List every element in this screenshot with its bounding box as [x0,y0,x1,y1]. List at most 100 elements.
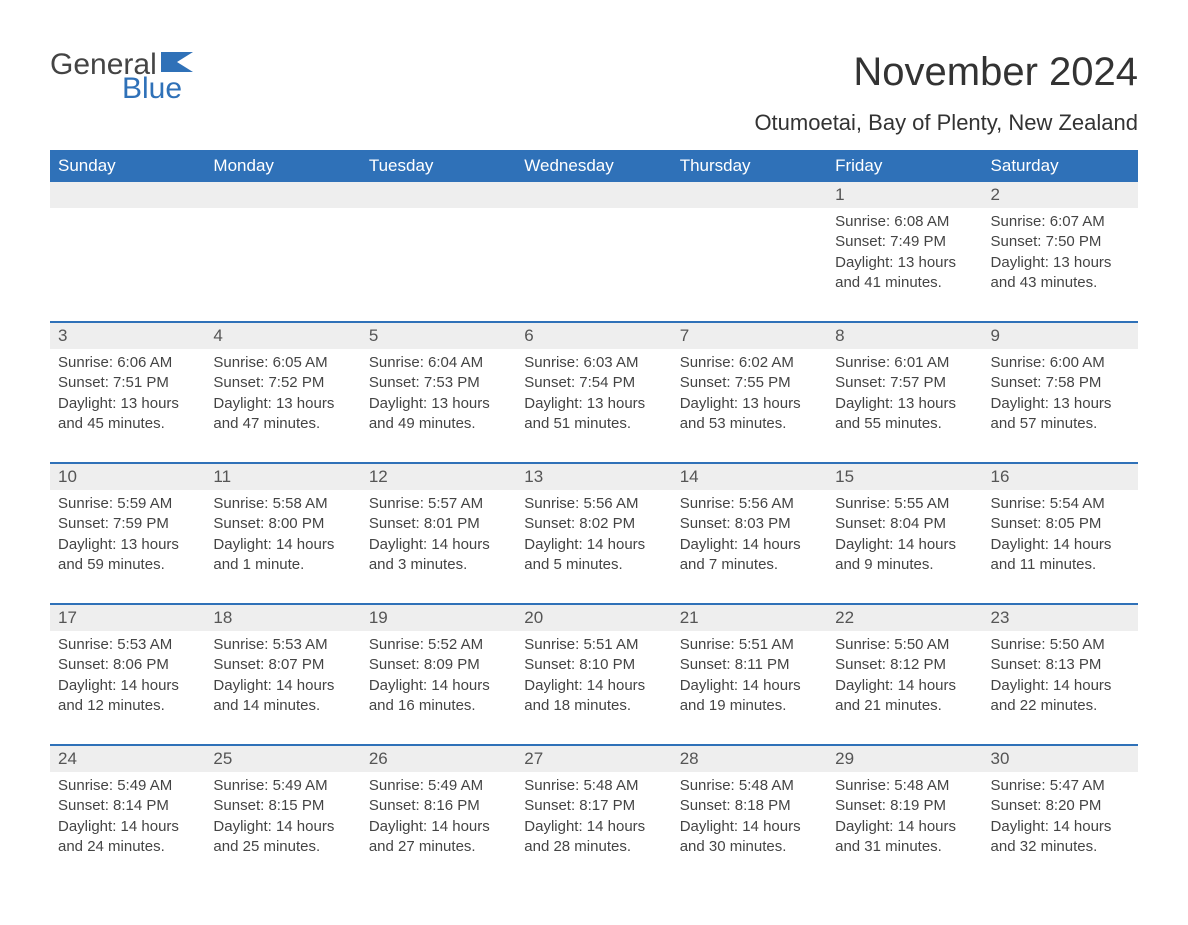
sunrise-text: Sunrise: 5:49 AM [369,776,508,796]
sunrise-text: Sunrise: 6:08 AM [835,212,974,232]
sunrise-text: Sunrise: 6:02 AM [680,353,819,373]
day-content-cell: Sunrise: 5:47 AMSunset: 8:20 PMDaylight:… [983,772,1138,885]
day-content [516,208,671,308]
day-content-cell: Sunrise: 5:56 AMSunset: 8:02 PMDaylight:… [516,490,671,604]
daylight-text: Daylight: 13 hours and 45 minutes. [58,394,197,435]
day-content-cell [672,208,827,322]
sunrise-text: Sunrise: 5:57 AM [369,494,508,514]
day-content: Sunrise: 5:49 AMSunset: 8:15 PMDaylight:… [205,772,360,885]
day-content: Sunrise: 5:58 AMSunset: 8:00 PMDaylight:… [205,490,360,603]
sunset-text: Sunset: 8:11 PM [680,655,819,675]
day-number-cell [361,182,516,208]
day-content: Sunrise: 5:54 AMSunset: 8:05 PMDaylight:… [983,490,1138,603]
calendar-table: Sunday Monday Tuesday Wednesday Thursday… [50,150,1138,885]
day-content: Sunrise: 6:08 AMSunset: 7:49 PMDaylight:… [827,208,982,321]
daylight-text: Daylight: 13 hours and 59 minutes. [58,535,197,576]
day-content-cell: Sunrise: 6:02 AMSunset: 7:55 PMDaylight:… [672,349,827,463]
day-number: 3 [50,323,205,349]
day-content: Sunrise: 5:56 AMSunset: 8:03 PMDaylight:… [672,490,827,603]
daylight-text: Daylight: 13 hours and 43 minutes. [991,253,1130,294]
sunrise-text: Sunrise: 6:06 AM [58,353,197,373]
day-content-cell [50,208,205,322]
day-content-cell: Sunrise: 5:48 AMSunset: 8:17 PMDaylight:… [516,772,671,885]
sunset-text: Sunset: 7:54 PM [524,373,663,393]
page-title: November 2024 [853,50,1138,95]
sunset-text: Sunset: 8:12 PM [835,655,974,675]
sunset-text: Sunset: 8:20 PM [991,796,1130,816]
calendar-body: 12 Sunrise: 6:08 AMSunset: 7:49 PMDayligh… [50,182,1138,885]
weekday-header-row: Sunday Monday Tuesday Wednesday Thursday… [50,150,1138,182]
day-content-cell: Sunrise: 6:07 AMSunset: 7:50 PMDaylight:… [983,208,1138,322]
day-content-cell: Sunrise: 5:59 AMSunset: 7:59 PMDaylight:… [50,490,205,604]
sunrise-text: Sunrise: 5:54 AM [991,494,1130,514]
sunrise-text: Sunrise: 5:50 AM [835,635,974,655]
day-number-cell: 3 [50,322,205,349]
day-number-cell: 30 [983,745,1138,772]
weekday-header: Saturday [983,150,1138,182]
sunrise-text: Sunrise: 6:05 AM [213,353,352,373]
day-number-cell [205,182,360,208]
day-content: Sunrise: 5:56 AMSunset: 8:02 PMDaylight:… [516,490,671,603]
day-number: 5 [361,323,516,349]
day-number [516,182,671,206]
day-number-cell [672,182,827,208]
day-content: Sunrise: 5:52 AMSunset: 8:09 PMDaylight:… [361,631,516,744]
day-number: 17 [50,605,205,631]
day-content-cell: Sunrise: 5:49 AMSunset: 8:14 PMDaylight:… [50,772,205,885]
sunrise-text: Sunrise: 5:51 AM [524,635,663,655]
day-number: 8 [827,323,982,349]
sunset-text: Sunset: 8:17 PM [524,796,663,816]
day-number-cell: 23 [983,604,1138,631]
day-content-cell: Sunrise: 5:53 AMSunset: 8:06 PMDaylight:… [50,631,205,745]
day-number: 14 [672,464,827,490]
sunrise-text: Sunrise: 5:49 AM [58,776,197,796]
day-number: 26 [361,746,516,772]
sunset-text: Sunset: 7:51 PM [58,373,197,393]
sunset-text: Sunset: 7:50 PM [991,232,1130,252]
day-content: Sunrise: 5:48 AMSunset: 8:18 PMDaylight:… [672,772,827,885]
week-content-row: Sunrise: 5:49 AMSunset: 8:14 PMDaylight:… [50,772,1138,885]
day-content-cell: Sunrise: 5:48 AMSunset: 8:19 PMDaylight:… [827,772,982,885]
day-number-cell: 18 [205,604,360,631]
day-number-cell: 19 [361,604,516,631]
week-content-row: Sunrise: 6:08 AMSunset: 7:49 PMDaylight:… [50,208,1138,322]
day-number: 25 [205,746,360,772]
day-content-cell: Sunrise: 5:50 AMSunset: 8:12 PMDaylight:… [827,631,982,745]
day-content-cell: Sunrise: 5:54 AMSunset: 8:05 PMDaylight:… [983,490,1138,604]
day-number: 10 [50,464,205,490]
day-content: Sunrise: 5:48 AMSunset: 8:19 PMDaylight:… [827,772,982,885]
day-content-cell: Sunrise: 5:58 AMSunset: 8:00 PMDaylight:… [205,490,360,604]
day-number: 28 [672,746,827,772]
daylight-text: Daylight: 14 hours and 25 minutes. [213,817,352,858]
daylight-text: Daylight: 14 hours and 14 minutes. [213,676,352,717]
daylight-text: Daylight: 13 hours and 55 minutes. [835,394,974,435]
day-content: Sunrise: 5:49 AMSunset: 8:16 PMDaylight:… [361,772,516,885]
sunrise-text: Sunrise: 5:49 AM [213,776,352,796]
day-content-cell: Sunrise: 5:53 AMSunset: 8:07 PMDaylight:… [205,631,360,745]
daylight-text: Daylight: 13 hours and 41 minutes. [835,253,974,294]
day-number-cell: 6 [516,322,671,349]
sunrise-text: Sunrise: 5:58 AM [213,494,352,514]
day-number: 13 [516,464,671,490]
sunrise-text: Sunrise: 5:59 AM [58,494,197,514]
daylight-text: Daylight: 14 hours and 30 minutes. [680,817,819,858]
daylight-text: Daylight: 14 hours and 16 minutes. [369,676,508,717]
day-content: Sunrise: 5:55 AMSunset: 8:04 PMDaylight:… [827,490,982,603]
sunrise-text: Sunrise: 5:48 AM [680,776,819,796]
day-number: 12 [361,464,516,490]
day-content: Sunrise: 6:00 AMSunset: 7:58 PMDaylight:… [983,349,1138,462]
day-content-cell: Sunrise: 6:05 AMSunset: 7:52 PMDaylight:… [205,349,360,463]
day-content: Sunrise: 5:51 AMSunset: 8:10 PMDaylight:… [516,631,671,744]
day-number: 9 [983,323,1138,349]
day-content-cell: Sunrise: 6:06 AMSunset: 7:51 PMDaylight:… [50,349,205,463]
sunset-text: Sunset: 8:05 PM [991,514,1130,534]
sunrise-text: Sunrise: 5:47 AM [991,776,1130,796]
sunrise-text: Sunrise: 5:53 AM [58,635,197,655]
day-number-cell: 9 [983,322,1138,349]
week-content-row: Sunrise: 5:59 AMSunset: 7:59 PMDaylight:… [50,490,1138,604]
day-content-cell: Sunrise: 5:48 AMSunset: 8:18 PMDaylight:… [672,772,827,885]
sunrise-text: Sunrise: 5:56 AM [680,494,819,514]
day-content-cell: Sunrise: 5:50 AMSunset: 8:13 PMDaylight:… [983,631,1138,745]
day-content: Sunrise: 6:05 AMSunset: 7:52 PMDaylight:… [205,349,360,462]
sunset-text: Sunset: 8:10 PM [524,655,663,675]
